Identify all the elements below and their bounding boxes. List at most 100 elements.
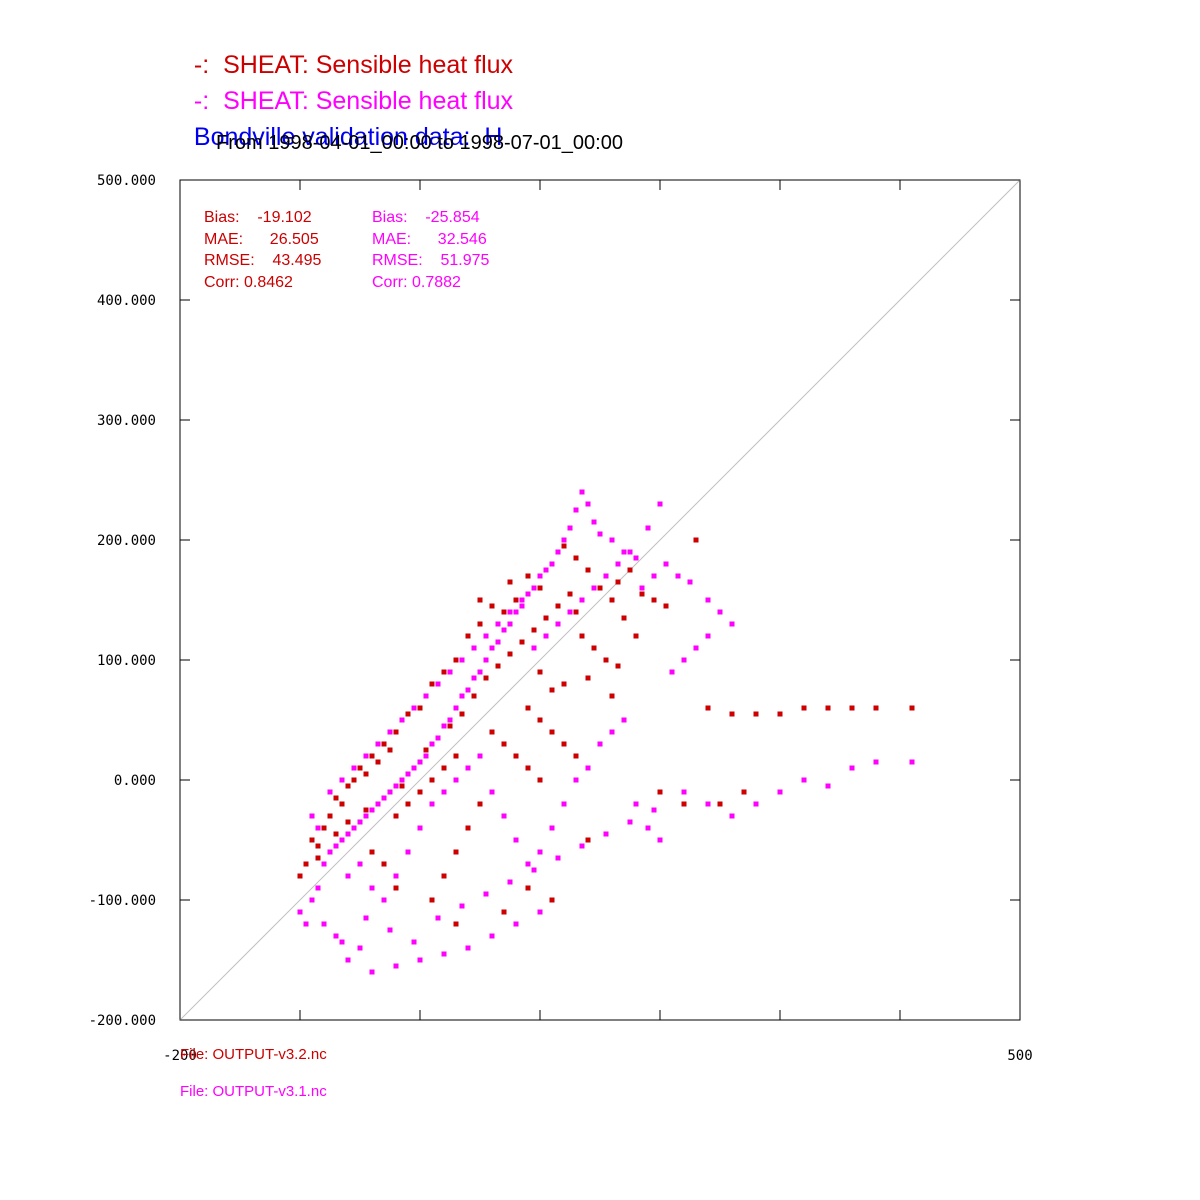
data-point: [369, 753, 375, 759]
legend-series2: -: SHEAT: Sensible heat flux: [180, 58, 513, 116]
data-point: [393, 729, 399, 735]
data-point: [369, 969, 375, 975]
data-point: [441, 723, 447, 729]
data-point: [387, 927, 393, 933]
data-point: [549, 825, 555, 831]
data-point: [453, 657, 459, 663]
data-point: [801, 777, 807, 783]
data-point: [393, 885, 399, 891]
data-point: [381, 795, 387, 801]
data-point: [741, 789, 747, 795]
data-point: [465, 945, 471, 951]
data-point: [477, 801, 483, 807]
data-point: [351, 825, 357, 831]
data-point: [375, 801, 381, 807]
y-tick-label: 0.000: [114, 773, 156, 789]
data-point: [411, 705, 417, 711]
stat-s2-corr: Corr: 0.7882: [372, 274, 461, 291]
data-point: [345, 873, 351, 879]
data-point: [381, 897, 387, 903]
data-point: [687, 579, 693, 585]
data-point: [513, 597, 519, 603]
data-point: [513, 921, 519, 927]
stat-s1-bias: Bias: -19.102: [204, 209, 312, 226]
data-point: [465, 633, 471, 639]
data-point: [489, 789, 495, 795]
data-point: [705, 633, 711, 639]
data-point: [453, 921, 459, 927]
data-point: [513, 753, 519, 759]
data-point: [825, 783, 831, 789]
data-point: [327, 813, 333, 819]
data-point: [321, 825, 327, 831]
data-point: [849, 705, 855, 711]
data-point: [543, 615, 549, 621]
data-point: [333, 843, 339, 849]
data-point: [399, 777, 405, 783]
data-point: [501, 909, 507, 915]
data-point: [495, 639, 501, 645]
series-points-v3-2: [297, 537, 915, 927]
data-point: [435, 735, 441, 741]
data-point: [477, 753, 483, 759]
x-tick-label: -200: [163, 1048, 197, 1064]
data-point: [405, 771, 411, 777]
data-point: [693, 537, 699, 543]
data-point: [651, 807, 657, 813]
data-point: [363, 807, 369, 813]
stat-s1-mae: MAE: 26.505: [204, 231, 319, 248]
data-point: [555, 621, 561, 627]
data-point: [717, 609, 723, 615]
data-point: [705, 801, 711, 807]
data-point: [369, 885, 375, 891]
data-point: [315, 885, 321, 891]
data-point: [477, 597, 483, 603]
data-point: [585, 765, 591, 771]
data-point: [333, 831, 339, 837]
data-point: [567, 609, 573, 615]
data-point: [405, 849, 411, 855]
data-point: [327, 849, 333, 855]
data-point: [675, 573, 681, 579]
data-point: [357, 765, 363, 771]
data-point: [537, 669, 543, 675]
data-point: [597, 585, 603, 591]
data-point: [363, 753, 369, 759]
data-point: [585, 837, 591, 843]
data-point: [441, 873, 447, 879]
data-point: [453, 753, 459, 759]
data-point: [411, 765, 417, 771]
data-point: [645, 525, 651, 531]
data-point: [429, 897, 435, 903]
data-point: [393, 813, 399, 819]
data-point: [417, 825, 423, 831]
data-point: [873, 759, 879, 765]
data-point: [483, 657, 489, 663]
data-point: [339, 777, 345, 783]
data-point: [345, 783, 351, 789]
data-point: [627, 819, 633, 825]
data-point: [507, 651, 513, 657]
data-point: [531, 645, 537, 651]
data-point: [615, 663, 621, 669]
y-tick-label: 300.000: [97, 413, 156, 429]
data-point: [369, 807, 375, 813]
data-point: [705, 705, 711, 711]
data-point: [363, 813, 369, 819]
data-point: [549, 687, 555, 693]
data-point: [309, 837, 315, 843]
data-point: [573, 507, 579, 513]
data-point: [429, 777, 435, 783]
data-point: [411, 939, 417, 945]
data-point: [633, 633, 639, 639]
legend-observations-label: Bondville validation data: H: [193, 123, 503, 151]
data-point: [585, 501, 591, 507]
data-point: [483, 675, 489, 681]
data-point: [537, 909, 543, 915]
data-point: [627, 549, 633, 555]
data-point: [471, 693, 477, 699]
data-point: [615, 561, 621, 567]
data-point: [471, 675, 477, 681]
data-point: [321, 921, 327, 927]
